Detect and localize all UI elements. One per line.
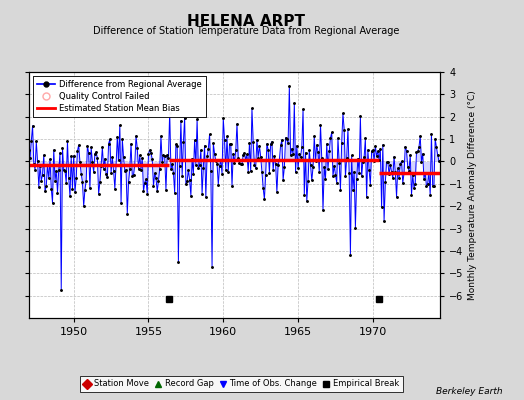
Text: HELENA ARPT: HELENA ARPT bbox=[187, 14, 305, 29]
Text: Difference of Station Temperature Data from Regional Average: Difference of Station Temperature Data f… bbox=[93, 26, 399, 36]
Text: Berkeley Earth: Berkeley Earth bbox=[436, 387, 503, 396]
Legend: Difference from Regional Average, Quality Control Failed, Estimated Station Mean: Difference from Regional Average, Qualit… bbox=[33, 76, 206, 117]
Legend: Station Move, Record Gap, Time of Obs. Change, Empirical Break: Station Move, Record Gap, Time of Obs. C… bbox=[80, 376, 402, 392]
Y-axis label: Monthly Temperature Anomaly Difference (°C): Monthly Temperature Anomaly Difference (… bbox=[468, 90, 477, 300]
